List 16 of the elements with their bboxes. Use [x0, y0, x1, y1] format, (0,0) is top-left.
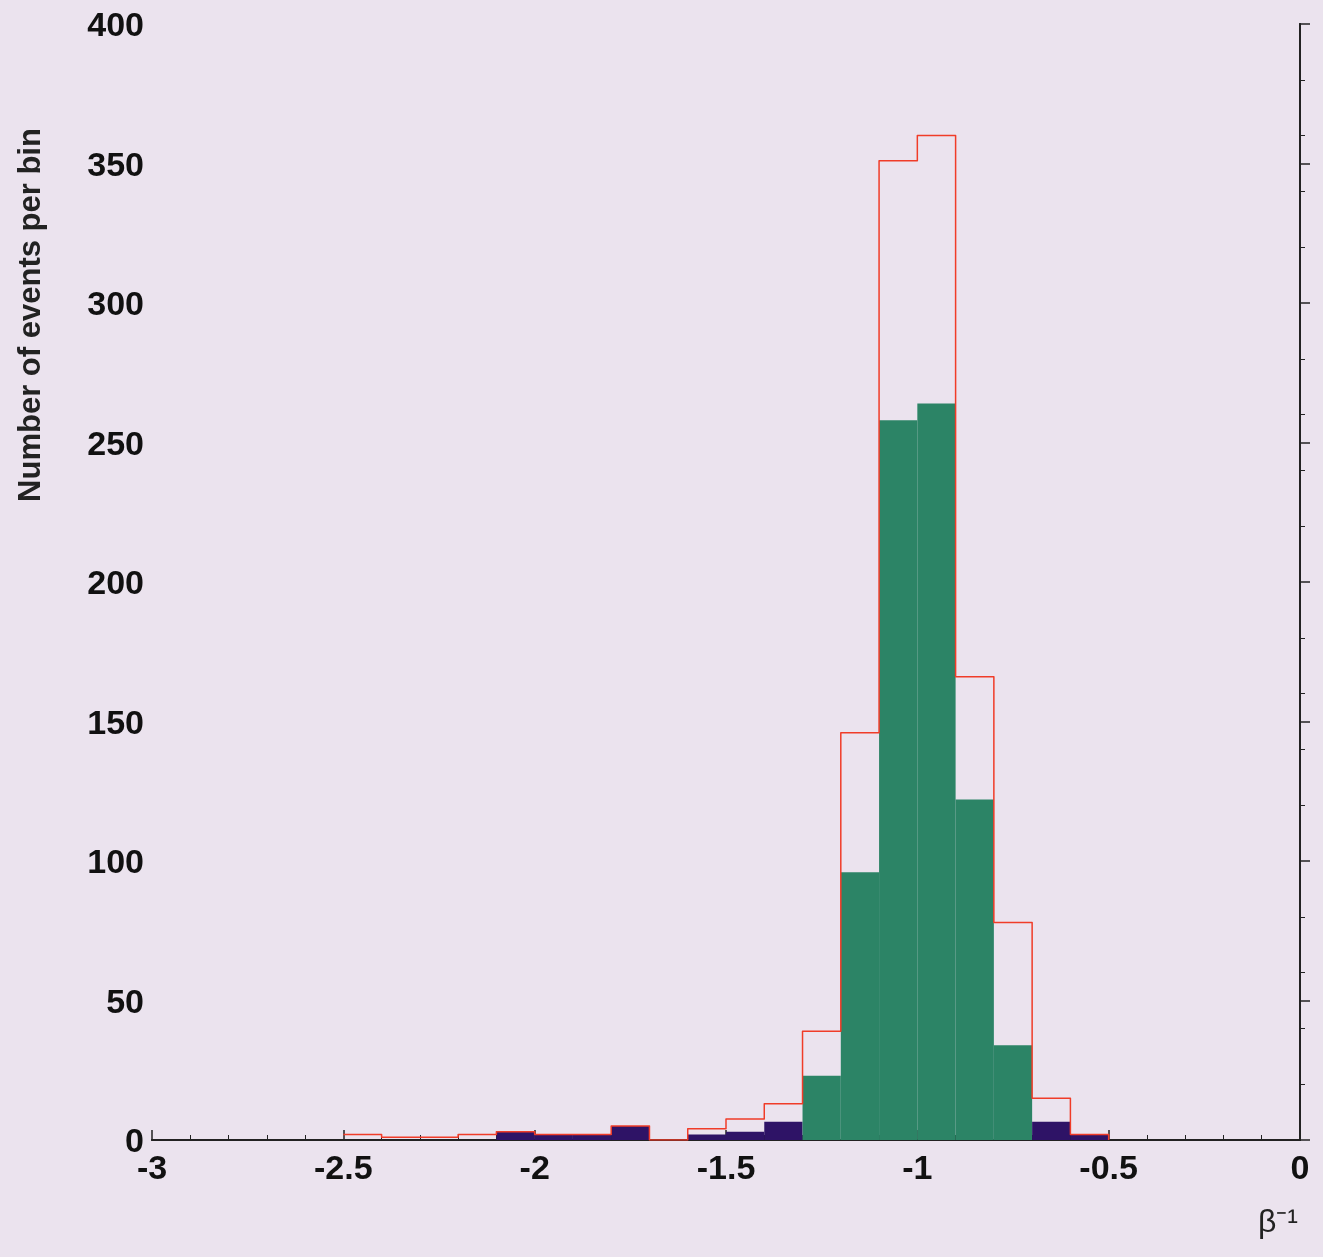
- y-axis-title: Number of events per bin: [12, 128, 47, 502]
- x-tick-label: -2.5: [314, 1148, 373, 1186]
- y-tick-label: 100: [87, 842, 144, 880]
- y-tick-label: 50: [106, 981, 144, 1020]
- y-tick-label: 400: [87, 5, 144, 43]
- x-tick-label: -0.5: [1079, 1148, 1138, 1186]
- y-tick-label: 250: [87, 423, 144, 462]
- x-tick-label: -2: [519, 1148, 550, 1186]
- x-tick-label: -1.5: [696, 1148, 756, 1186]
- x-tick-label: -1: [902, 1148, 933, 1186]
- y-tick-label: 150: [87, 702, 144, 741]
- y-tick-label: 200: [87, 563, 144, 601]
- x-axis-title: β⁻¹: [1257, 1203, 1298, 1239]
- y-tick-label: 300: [87, 284, 144, 322]
- x-tick-label: 0: [1290, 1148, 1310, 1186]
- y-tick-label: 350: [87, 144, 144, 183]
